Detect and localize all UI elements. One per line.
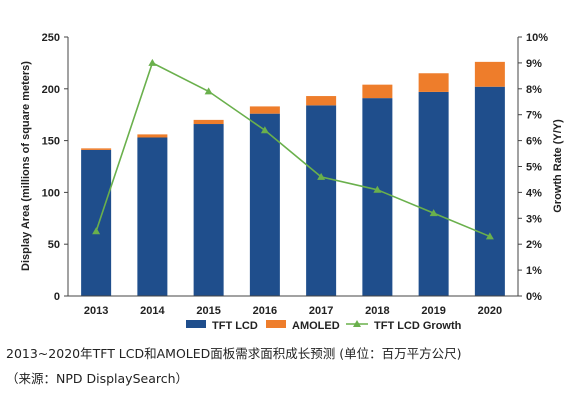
x-tick-label: 2018 (365, 305, 389, 317)
x-tick-label: 2019 (421, 305, 445, 317)
x-tick-label: 2015 (196, 305, 220, 317)
x-tick-label: 2017 (309, 305, 333, 317)
bar-amoled-2020 (474, 61, 505, 87)
growth-point-2013 (92, 227, 101, 235)
axes-layer (64, 36, 522, 297)
legend-swatch-amoled (266, 320, 286, 328)
y2-axis-title: Growth Rate (Y/Y) (552, 119, 564, 213)
growth-point-2018 (373, 185, 382, 193)
y-tick-label: 150 (42, 136, 60, 148)
y2-tick-label: 8% (526, 84, 542, 96)
y-tick-label: 50 (48, 239, 60, 251)
x-tick-label: 2016 (253, 305, 277, 317)
legend-swatch-tft-lcd (186, 320, 206, 328)
bar-amoled-2016 (249, 106, 280, 114)
bar-tft-lcd-2015 (193, 124, 224, 296)
legend-label-growth: TFT LCD Growth (374, 320, 462, 332)
growth-line-layer (92, 58, 494, 240)
growth-line (95, 61, 491, 238)
bar-amoled-2015 (193, 119, 224, 125)
x-tick-label: 2020 (478, 305, 502, 317)
ticks-layer: 0 50 100 150 200 250 0% 1% 2% 3% 4% 5% 6% 7% 8% 9% 10% 20… (42, 32, 549, 317)
y-tick-label: 200 (42, 84, 60, 96)
bar-amoled-2019 (418, 73, 449, 92)
caption-title: 2013~2020年TFT LCD和AMOLED面板需求面积成长预测 (单位：百… (6, 346, 462, 361)
growth-point-2020 (485, 232, 494, 240)
chart: 0 50 100 150 200 250 0% 1% 2% 3% 4% 5% 6% 7% 8% 9% 10% 20… (20, 32, 564, 332)
caption-source: （来源：NPD DisplaySearch） (6, 371, 189, 386)
y2-tick-label: 4% (526, 187, 542, 199)
y2-tick-label: 7% (526, 110, 542, 122)
y-axis-title: Display Area (millions of square meters) (20, 61, 32, 271)
y-tick-label: 250 (42, 32, 60, 44)
bar-tft-lcd-2017 (306, 105, 337, 296)
growth-point-2015 (204, 87, 213, 95)
bar-amoled-2017 (306, 96, 337, 106)
bars-layer (81, 61, 505, 297)
y-tick-label: 100 (42, 187, 60, 199)
y2-tick-label: 3% (526, 213, 542, 225)
y-tick-label: 0 (54, 291, 60, 303)
y2-tick-label: 1% (526, 265, 542, 277)
legend: TFT LCD AMOLED TFT LCD Growth (186, 320, 462, 332)
y2-tick-label: 2% (526, 239, 542, 251)
growth-point-2014 (148, 58, 157, 66)
bar-amoled-2014 (137, 134, 168, 138)
bar-tft-lcd-2013 (81, 149, 112, 296)
bar-tft-lcd-2016 (249, 113, 280, 296)
bar-tft-lcd-2014 (137, 137, 168, 296)
x-tick-label: 2014 (140, 305, 165, 317)
y2-tick-label: 9% (526, 58, 542, 70)
legend-marker-growth (353, 320, 361, 327)
growth-point-2016 (260, 126, 269, 134)
legend-label-amoled: AMOLED (292, 320, 340, 332)
x-tick-label: 2013 (84, 305, 108, 317)
growth-point-2019 (429, 209, 438, 217)
y2-tick-label: 6% (526, 136, 542, 148)
bar-tft-lcd-2018 (362, 98, 393, 297)
bar-amoled-2018 (362, 84, 393, 99)
bar-tft-lcd-2019 (418, 91, 449, 297)
bar-amoled-2013 (81, 148, 112, 150)
y2-tick-label: 10% (526, 32, 548, 44)
growth-point-2017 (317, 172, 326, 180)
y2-tick-label: 5% (526, 162, 542, 174)
legend-label-tft-lcd: TFT LCD (212, 320, 258, 332)
y2-tick-label: 0% (526, 291, 542, 303)
bar-tft-lcd-2020 (474, 86, 505, 296)
